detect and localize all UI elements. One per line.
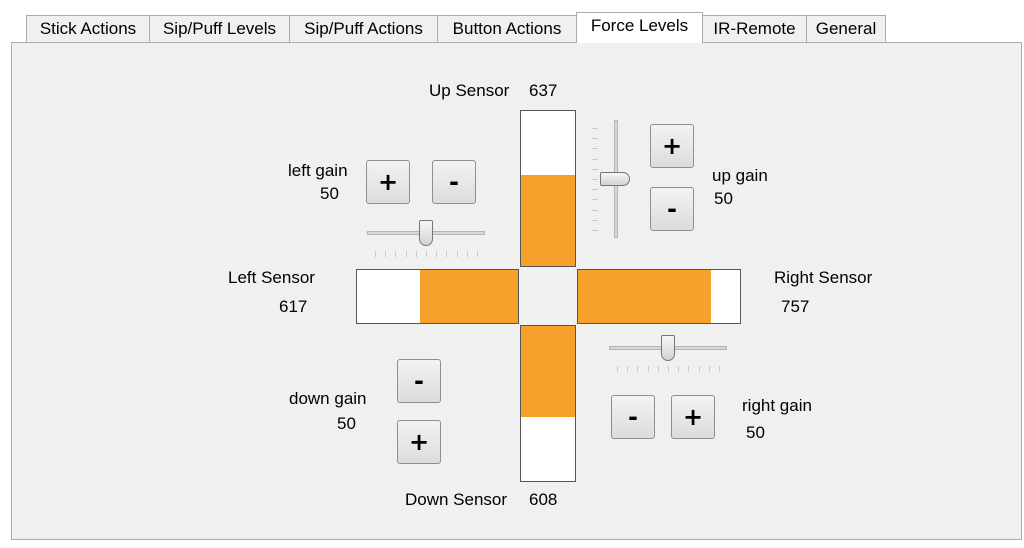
- slider-tick: [592, 148, 598, 150]
- slider-tick: [385, 251, 387, 257]
- right-gain-increase-button[interactable]: +: [671, 395, 715, 439]
- slider-tick: [405, 251, 407, 257]
- slider-tick: [592, 138, 598, 140]
- slider-tick: [637, 366, 639, 372]
- slider-tick: [647, 366, 649, 372]
- slider-tick: [592, 128, 598, 129]
- left-sensor-label: Left Sensor: [228, 268, 315, 287]
- left-sensor-bar: [356, 269, 519, 324]
- slider-tick: [592, 158, 598, 160]
- slider-tick: [592, 168, 598, 170]
- down-sensor-value: 608: [529, 490, 558, 509]
- slider-tick: [719, 366, 720, 372]
- tab-stick-actions[interactable]: Stick Actions: [26, 15, 150, 42]
- up-sensor-value: 637: [529, 81, 558, 100]
- up-gain-increase-button[interactable]: +: [650, 124, 694, 168]
- tab-sip-puff-levels[interactable]: Sip/Puff Levels: [149, 15, 290, 42]
- up-gain-slider-thumb[interactable]: [600, 172, 630, 186]
- up-gain-label: up gain: [712, 166, 768, 185]
- slider-tick: [678, 366, 680, 372]
- slider-tick: [592, 179, 598, 180]
- slider-tick: [627, 366, 629, 372]
- tab-button-actions[interactable]: Button Actions: [437, 15, 577, 42]
- tab-general[interactable]: General: [806, 15, 886, 42]
- down-sensor-label: Down Sensor: [405, 490, 508, 509]
- slider-tick: [375, 251, 376, 257]
- down-gain-value: 50: [337, 414, 356, 433]
- slider-tick: [592, 189, 598, 191]
- slider-tick: [426, 251, 427, 257]
- slider-tick: [668, 366, 669, 372]
- slider-tick: [592, 199, 598, 201]
- down-sensor-level: [521, 326, 575, 417]
- slider-tick: [477, 251, 478, 257]
- down-gain-decrease-button[interactable]: -: [397, 359, 441, 403]
- slider-tick: [657, 366, 659, 372]
- up-gain-value: 50: [714, 189, 733, 208]
- right-sensor-value: 757: [781, 297, 810, 316]
- left-gain-increase-button[interactable]: +: [366, 160, 410, 204]
- up-sensor-label: Up Sensor: [429, 81, 510, 100]
- slider-tick: [456, 251, 458, 257]
- right-gain-decrease-button[interactable]: -: [611, 395, 655, 439]
- slider-tick: [592, 219, 598, 221]
- down-sensor-bar: [520, 325, 576, 482]
- right-gain-value: 50: [746, 423, 765, 442]
- slider-tick: [617, 366, 618, 372]
- up-gain-slider[interactable]: [586, 120, 630, 240]
- slider-tick: [436, 251, 438, 257]
- up-gain-decrease-button[interactable]: -: [650, 187, 694, 231]
- left-gain-decrease-button[interactable]: -: [432, 160, 476, 204]
- slider-tick: [698, 366, 700, 372]
- right-sensor-bar: [577, 269, 741, 324]
- down-gain-label: down gain: [289, 389, 367, 408]
- right-gain-slider-thumb[interactable]: [661, 335, 675, 361]
- left-sensor-value: 617: [279, 297, 308, 316]
- left-sensor-level: [420, 270, 518, 323]
- slider-tick: [466, 251, 468, 257]
- slider-tick: [446, 251, 448, 257]
- slider-tick: [415, 251, 417, 257]
- right-gain-label: right gain: [742, 396, 812, 415]
- left-gain-slider-thumb[interactable]: [419, 220, 433, 246]
- right-sensor-label: Right Sensor: [774, 268, 873, 287]
- right-sensor-level: [578, 270, 711, 323]
- slider-tick: [688, 366, 690, 372]
- up-sensor-bar: [520, 110, 576, 267]
- left-gain-label: left gain: [288, 161, 348, 180]
- left-gain-value: 50: [320, 184, 339, 203]
- up-sensor-level: [521, 175, 575, 266]
- down-gain-increase-button[interactable]: +: [397, 420, 441, 464]
- slider-tick: [592, 209, 598, 211]
- left-gain-slider[interactable]: [367, 218, 485, 260]
- tab-ir-remote[interactable]: IR-Remote: [702, 15, 807, 42]
- slider-tick: [592, 230, 598, 231]
- slider-tick: [708, 366, 710, 372]
- tab-force-levels[interactable]: Force Levels: [576, 12, 703, 43]
- slider-tick: [395, 251, 397, 257]
- right-gain-slider[interactable]: [609, 333, 729, 375]
- tab-sip-puff-actions[interactable]: Sip/Puff Actions: [289, 15, 438, 42]
